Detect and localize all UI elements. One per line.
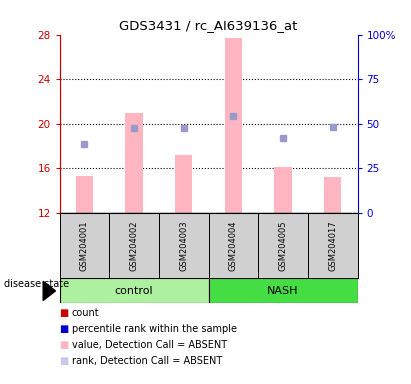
Text: GSM204001: GSM204001: [80, 220, 89, 271]
Bar: [76, 176, 93, 213]
Bar: [60, 213, 109, 278]
Text: GSM204002: GSM204002: [129, 220, 139, 271]
Bar: [225, 38, 242, 213]
Text: disease state: disease state: [4, 279, 69, 289]
Text: value, Detection Call = ABSENT: value, Detection Call = ABSENT: [72, 340, 227, 350]
Bar: [109, 213, 159, 278]
Bar: [308, 213, 358, 278]
Text: ■: ■: [60, 340, 69, 350]
Text: ■: ■: [60, 308, 69, 318]
Text: GSM204005: GSM204005: [279, 220, 288, 271]
Bar: [324, 177, 342, 213]
Text: ■: ■: [60, 356, 69, 366]
Bar: [208, 213, 258, 278]
Bar: [60, 278, 209, 303]
Text: GSM204003: GSM204003: [179, 220, 188, 271]
Bar: [208, 278, 358, 303]
Bar: [175, 155, 192, 213]
Polygon shape: [43, 281, 55, 300]
Text: GSM204004: GSM204004: [229, 220, 238, 271]
Text: ■: ■: [60, 324, 69, 334]
Bar: [275, 167, 292, 213]
Title: GDS3431 / rc_AI639136_at: GDS3431 / rc_AI639136_at: [119, 19, 298, 32]
Text: rank, Detection Call = ABSENT: rank, Detection Call = ABSENT: [72, 356, 222, 366]
Text: GSM204017: GSM204017: [328, 220, 337, 271]
Text: control: control: [115, 286, 153, 296]
Text: percentile rank within the sample: percentile rank within the sample: [72, 324, 237, 334]
Text: NASH: NASH: [267, 286, 299, 296]
Bar: [258, 213, 308, 278]
Bar: [125, 113, 143, 213]
Bar: [159, 213, 208, 278]
Text: count: count: [72, 308, 99, 318]
